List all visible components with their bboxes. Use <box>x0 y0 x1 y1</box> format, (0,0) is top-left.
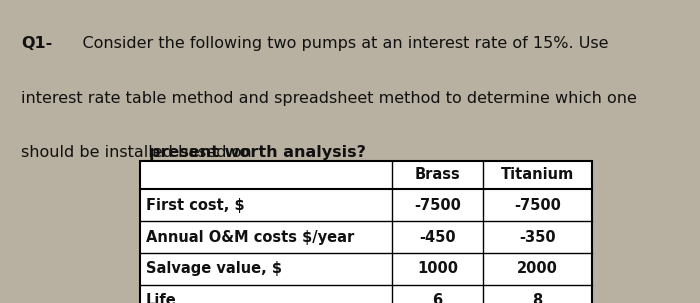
Text: -7500: -7500 <box>514 198 561 213</box>
Text: First cost, $: First cost, $ <box>146 198 244 213</box>
Text: Q1-: Q1- <box>21 36 52 52</box>
Text: present worth analysis?: present worth analysis? <box>149 145 366 161</box>
Text: -450: -450 <box>419 230 456 245</box>
Text: interest rate table method and spreadsheet method to determine which one: interest rate table method and spreadshe… <box>21 91 637 106</box>
Text: Brass: Brass <box>414 168 461 182</box>
Text: 1000: 1000 <box>417 261 458 276</box>
Text: Life: Life <box>146 293 176 303</box>
Text: 8: 8 <box>532 293 542 303</box>
Text: -7500: -7500 <box>414 198 461 213</box>
Text: Salvage value, $: Salvage value, $ <box>146 261 281 276</box>
Text: Annual O&M costs $/year: Annual O&M costs $/year <box>146 230 354 245</box>
Text: Titanium: Titanium <box>500 168 574 182</box>
Text: -350: -350 <box>519 230 556 245</box>
Text: 2000: 2000 <box>517 261 558 276</box>
Text: 6: 6 <box>433 293 442 303</box>
Text: Consider the following two pumps at an interest rate of 15%. Use: Consider the following two pumps at an i… <box>21 36 608 52</box>
Text: should be installed based on: should be installed based on <box>21 145 257 161</box>
